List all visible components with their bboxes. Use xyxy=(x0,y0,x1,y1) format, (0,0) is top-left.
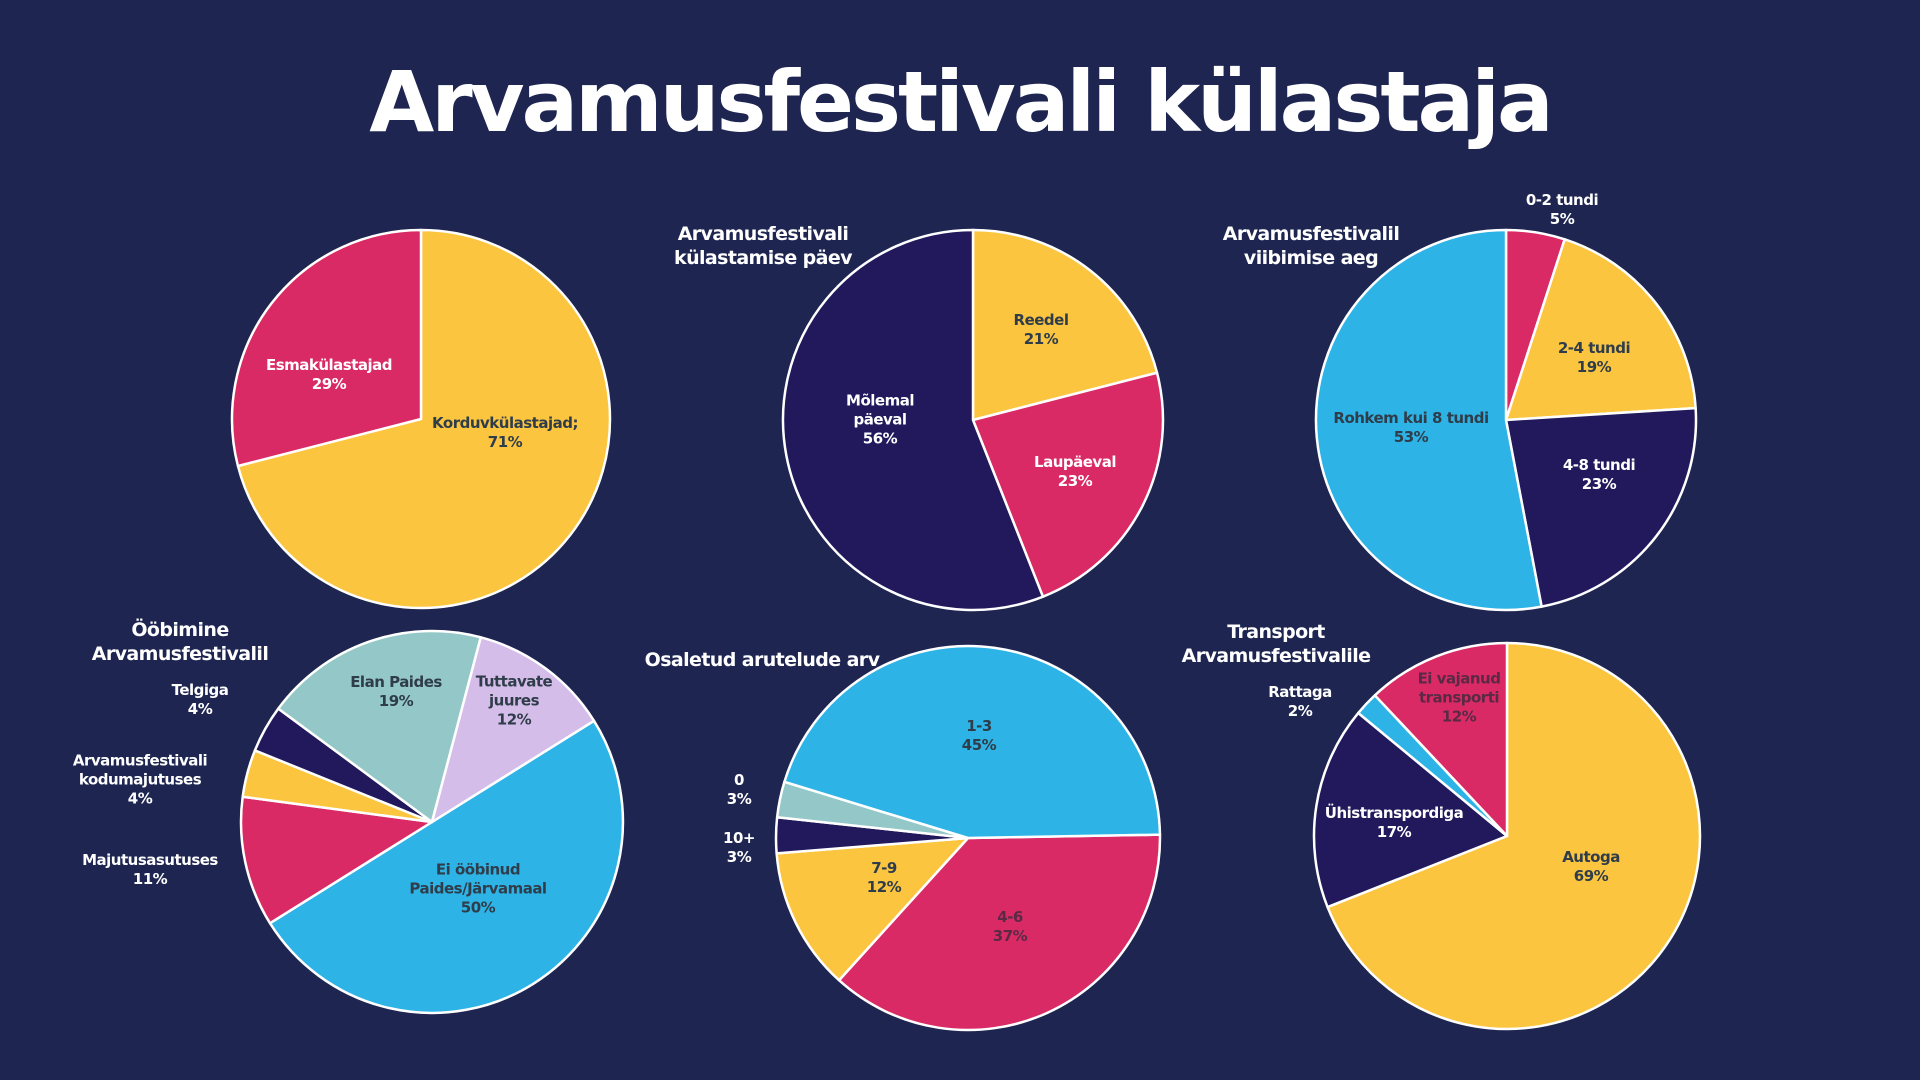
slice-label: 4-6 37% xyxy=(993,908,1028,945)
slice-label: 7-9 12% xyxy=(867,859,902,896)
pie-slice xyxy=(1314,228,1543,612)
pie-chart-3: Arvamusfestivalil viibimise aeg 0-2 tundi 5… xyxy=(1223,191,1698,612)
slice-label: 4-8 tundi 23% xyxy=(1563,456,1635,493)
pie-chart-5: Osaletud arutelude arv 4-6 37% 7-9 12% 10+ 3% 0… xyxy=(645,644,1162,1032)
slice-label: Rohkem kui 8 tundi 53% xyxy=(1333,409,1488,446)
slice-label: 0-2 tundi 5% xyxy=(1526,191,1598,228)
slice-label: Reedel 21% xyxy=(1014,311,1069,348)
pie-slice xyxy=(430,636,596,824)
slice-label: Ei vajanud transporti 12% xyxy=(1418,670,1501,726)
slice-label: Tuttavate juures 12% xyxy=(476,673,553,729)
chart-title: Osaletud arutelude arv xyxy=(645,649,881,671)
page-title: Arvamusfestivali külastaja xyxy=(369,53,1553,151)
slice-label: 10+ 3% xyxy=(723,829,755,866)
pie-slice xyxy=(1373,641,1509,838)
pie-chart-1: Korduvkülastajad; 71% Esmakülastajad 29% xyxy=(230,228,612,610)
pie-chart-2: Arvamusfestivali külastamise päev Reedel 21… xyxy=(674,223,1165,612)
pie-slice xyxy=(230,228,423,468)
pie-slice xyxy=(783,644,1162,840)
slice-label: Elan Paides 19% xyxy=(350,673,442,710)
slice-label: 0 3% xyxy=(727,771,752,808)
slice-label: 2-4 tundi 19% xyxy=(1558,339,1630,376)
slice-label: Ei ööbinud Paides/Järvamaal 50% xyxy=(409,861,546,917)
pie-chart-6: Transport Arvamusfestivalile Autoga 69% Ühis… xyxy=(1182,621,1702,1031)
slice-label: Autoga 69% xyxy=(1562,848,1620,885)
slice-label: 1-3 45% xyxy=(962,717,997,754)
slice-label: Korduvkülastajad; 71% xyxy=(432,414,578,451)
slice-label: Ühistranspordiga 17% xyxy=(1325,803,1463,841)
slice-label: Mõlemal päeval 56% xyxy=(846,392,914,448)
chart-title: Ööbimine Arvamusfestivalil xyxy=(92,617,269,665)
pie-chart-4: Ööbimine Arvamusfestivalil Ei ööbinud Paide… xyxy=(73,617,625,1015)
pie-slice xyxy=(277,629,483,824)
pie-slice xyxy=(236,228,612,610)
pie-slice xyxy=(837,833,1162,1032)
slice-label: Esmakülastajad 29% xyxy=(266,356,392,393)
slice-label: Majutusasutuses 11% xyxy=(82,851,218,888)
slice-label: Laupäeval 23% xyxy=(1034,453,1116,490)
slice-label: Arvamusfestivali kodumajutuses 4% xyxy=(73,752,207,808)
chart-title: Arvamusfestivali külastamise päev xyxy=(674,223,853,269)
pie-slice xyxy=(781,228,1045,612)
pie-slice xyxy=(971,371,1165,598)
chart-title: Arvamusfestivalil viibimise aeg xyxy=(1223,223,1400,269)
pie-slice xyxy=(1326,641,1702,1031)
slice-label: Telgiga 4% xyxy=(172,681,229,718)
pie-slice xyxy=(1312,711,1509,909)
pie-slice xyxy=(239,795,434,925)
chart-title: Transport Arvamusfestivalile xyxy=(1182,621,1371,667)
pie-slice xyxy=(1504,238,1697,422)
pie-slice xyxy=(971,228,1159,422)
slice-label: Rattaga 2% xyxy=(1268,683,1332,720)
pie-slice xyxy=(1504,406,1698,608)
pie-slice xyxy=(268,719,625,1015)
pie-slice xyxy=(775,836,970,982)
